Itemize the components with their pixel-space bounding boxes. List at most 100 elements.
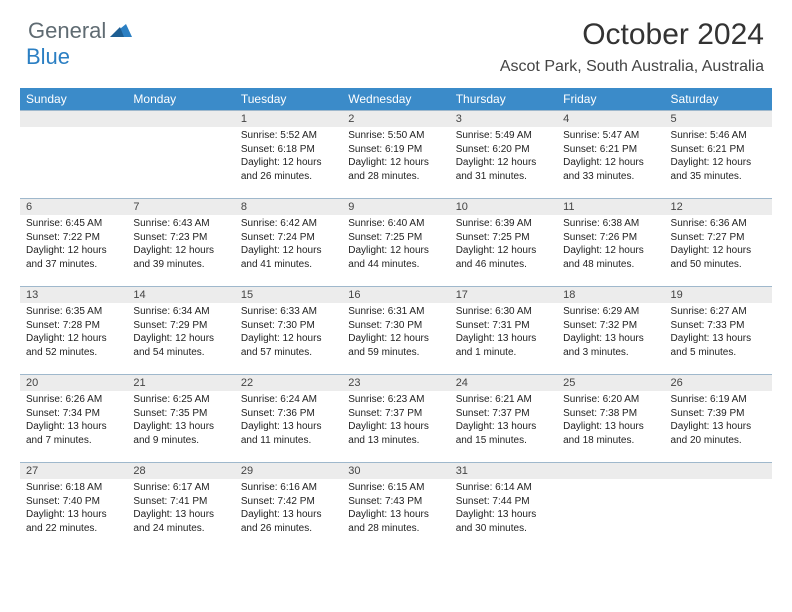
- day-number-bar: [557, 462, 664, 479]
- day-number-bar: 23: [342, 374, 449, 391]
- calendar-week-row: 1Sunrise: 5:52 AMSunset: 6:18 PMDaylight…: [20, 110, 772, 198]
- day-details: Sunrise: 6:45 AMSunset: 7:22 PMDaylight:…: [20, 215, 127, 277]
- day-details: Sunrise: 6:42 AMSunset: 7:24 PMDaylight:…: [235, 215, 342, 277]
- location: Ascot Park, South Australia, Australia: [500, 58, 764, 76]
- day-number-bar: 6: [20, 198, 127, 215]
- day-number-bar: 11: [557, 198, 664, 215]
- day-details: Sunrise: 6:43 AMSunset: 7:23 PMDaylight:…: [127, 215, 234, 277]
- month-title: October 2024: [500, 18, 764, 52]
- sunrise-text: Sunrise: 6:15 AM: [348, 481, 443, 495]
- sunrise-text: Sunrise: 6:43 AM: [133, 217, 228, 231]
- calendar-day-cell: 1Sunrise: 5:52 AMSunset: 6:18 PMDaylight…: [235, 110, 342, 198]
- calendar-body: 1Sunrise: 5:52 AMSunset: 6:18 PMDaylight…: [20, 110, 772, 550]
- calendar-week-row: 13 Sunrise: 6:35 AMSunset: 7:28 PM Dayligh…: [20, 286, 772, 374]
- daylight-text: Daylight: 13 hours and 24 minutes.: [133, 508, 228, 535]
- day-details: Sunrise: 6:27 AMSunset: 7:33 PMDaylight:…: [665, 303, 772, 365]
- calendar-day-cell: 5Sunrise: 5:46 AMSunset: 6:21 PMDaylight…: [665, 110, 772, 198]
- daylight-text: Daylight: 12 hours and 48 minutes.: [563, 244, 658, 271]
- calendar-day-cell: 25Sunrise: 6:20 AMSunset: 7:38 PMDayligh…: [557, 374, 664, 462]
- calendar-day-cell: 31Sunrise: 6:14 AMSunset: 7:44 PMDayligh…: [450, 462, 557, 550]
- calendar-empty-cell: [127, 110, 234, 198]
- daylight-text: Daylight: 12 hours and 31 minutes.: [456, 156, 551, 183]
- day-number-bar: 7: [127, 198, 234, 215]
- calendar-day-cell: 24Sunrise: 6:21 AMSunset: 7:37 PMDayligh…: [450, 374, 557, 462]
- weekday-header-row: SundayMondayTuesdayWednesdayThursdayFrid…: [20, 88, 772, 110]
- sunrise-text: Sunrise: 6:16 AM: [241, 481, 336, 495]
- calendar-day-cell: 23Sunrise: 6:23 AMSunset: 7:37 PMDayligh…: [342, 374, 449, 462]
- day-number-bar: 13: [20, 286, 127, 303]
- calendar-week-row: 20Sunrise: 6:26 AMSunset: 7:34 PMDayligh…: [20, 374, 772, 462]
- daylight-text: Daylight: 13 hours and 13 minutes.: [348, 420, 443, 447]
- sunrise-text: Sunrise: 6:33 AM: [241, 305, 336, 319]
- logo-text-1: General: [28, 18, 106, 44]
- day-number-bar: [127, 110, 234, 127]
- daylight-text: Daylight: 12 hours and 41 minutes.: [241, 244, 336, 271]
- sunrise-text: Sunrise: 5:47 AM: [563, 129, 658, 143]
- day-number-bar: 19: [665, 286, 772, 303]
- sunset-text: Sunset: 7:23 PM: [133, 231, 228, 245]
- sunset-text: Sunset: 7:42 PM: [241, 495, 336, 509]
- sunset-text: Sunset: 7:31 PM: [456, 319, 551, 333]
- weekday-header: Friday: [557, 88, 664, 110]
- sunrise-text: Sunrise: 6:39 AM: [456, 217, 551, 231]
- day-number-bar: 16: [342, 286, 449, 303]
- sunrise-text: Sunrise: 6:23 AM: [348, 393, 443, 407]
- sunset-text: Sunset: 6:18 PM: [241, 143, 336, 157]
- sunrise-text: Sunrise: 6:19 AM: [671, 393, 766, 407]
- day-number-bar: 27: [20, 462, 127, 479]
- calendar-day-cell: 22Sunrise: 6:24 AMSunset: 7:36 PMDayligh…: [235, 374, 342, 462]
- sunrise-text: Sunrise: 6:20 AM: [563, 393, 658, 407]
- day-number-bar: 21: [127, 374, 234, 391]
- day-number-bar: 29: [235, 462, 342, 479]
- day-number-bar: 8: [235, 198, 342, 215]
- sunrise-text: Sunrise: 5:49 AM: [456, 129, 551, 143]
- calendar-day-cell: 11Sunrise: 6:38 AMSunset: 7:26 PMDayligh…: [557, 198, 664, 286]
- daylight-text: Daylight: 13 hours and 1 minute.: [456, 332, 551, 359]
- calendar-day-cell: 28Sunrise: 6:17 AMSunset: 7:41 PMDayligh…: [127, 462, 234, 550]
- sunset-text: Sunset: 7:34 PM: [26, 407, 121, 421]
- day-details: Sunrise: 6:23 AMSunset: 7:37 PMDaylight:…: [342, 391, 449, 453]
- day-details: Sunrise: 6:40 AMSunset: 7:25 PMDaylight:…: [342, 215, 449, 277]
- sunrise-text: Sunrise: 6:45 AM: [26, 217, 121, 231]
- sunset-text: Sunset: 7:30 PM: [241, 319, 336, 333]
- sunrise-text: Sunrise: 6:38 AM: [563, 217, 658, 231]
- sunrise-text: Sunrise: 5:50 AM: [348, 129, 443, 143]
- daylight-text: Daylight: 13 hours and 11 minutes.: [241, 420, 336, 447]
- sunset-text: Sunset: 7:35 PM: [133, 407, 228, 421]
- daylight-text: Daylight: 12 hours and 59 minutes.: [348, 332, 443, 359]
- day-number-bar: 18: [557, 286, 664, 303]
- day-details: Sunrise: 6:21 AMSunset: 7:37 PMDaylight:…: [450, 391, 557, 453]
- daylight-text: Daylight: 12 hours and 28 minutes.: [348, 156, 443, 183]
- daylight-text: Daylight: 12 hours and 57 minutes.: [241, 332, 336, 359]
- daylight-text: Daylight: 12 hours and 26 minutes.: [241, 156, 336, 183]
- day-details: Sunrise: 6:36 AMSunset: 7:27 PMDaylight:…: [665, 215, 772, 277]
- day-details: Sunrise: 6:15 AMSunset: 7:43 PMDaylight:…: [342, 479, 449, 541]
- weekday-header: Wednesday: [342, 88, 449, 110]
- day-details: Sunrise: 6:17 AMSunset: 7:41 PMDaylight:…: [127, 479, 234, 541]
- daylight-text: Daylight: 12 hours and 35 minutes.: [671, 156, 766, 183]
- day-details: Sunrise: 5:46 AMSunset: 6:21 PMDaylight:…: [665, 127, 772, 189]
- sunset-text: Sunset: 7:37 PM: [456, 407, 551, 421]
- sunset-text: Sunset: 7:36 PM: [241, 407, 336, 421]
- sunset-text: Sunset: 7:28 PM: [26, 319, 121, 333]
- calendar-day-cell: 26Sunrise: 6:19 AMSunset: 7:39 PMDayligh…: [665, 374, 772, 462]
- day-number-bar: 4: [557, 110, 664, 127]
- weekday-header: Monday: [127, 88, 234, 110]
- day-number-bar: 31: [450, 462, 557, 479]
- sunset-text: Sunset: 7:29 PM: [133, 319, 228, 333]
- calendar-day-cell: 21Sunrise: 6:25 AMSunset: 7:35 PMDayligh…: [127, 374, 234, 462]
- sunset-text: Sunset: 7:25 PM: [456, 231, 551, 245]
- weekday-header: Saturday: [665, 88, 772, 110]
- calendar-day-cell: 8Sunrise: 6:42 AMSunset: 7:24 PMDaylight…: [235, 198, 342, 286]
- sunrise-text: Sunrise: 6:14 AM: [456, 481, 551, 495]
- daylight-text: Daylight: 12 hours and 44 minutes.: [348, 244, 443, 271]
- calendar-day-cell: 29Sunrise: 6:16 AMSunset: 7:42 PMDayligh…: [235, 462, 342, 550]
- daylight-text: Daylight: 12 hours and 39 minutes.: [133, 244, 228, 271]
- sunrise-text: Sunrise: 6:35 AM: [26, 305, 121, 319]
- daylight-text: Daylight: 12 hours and 33 minutes.: [563, 156, 658, 183]
- sunrise-text: Sunrise: 6:24 AM: [241, 393, 336, 407]
- day-details: Sunrise: 6:20 AMSunset: 7:38 PMDaylight:…: [557, 391, 664, 453]
- weekday-header: Tuesday: [235, 88, 342, 110]
- day-number-bar: 26: [665, 374, 772, 391]
- sunrise-text: Sunrise: 5:52 AM: [241, 129, 336, 143]
